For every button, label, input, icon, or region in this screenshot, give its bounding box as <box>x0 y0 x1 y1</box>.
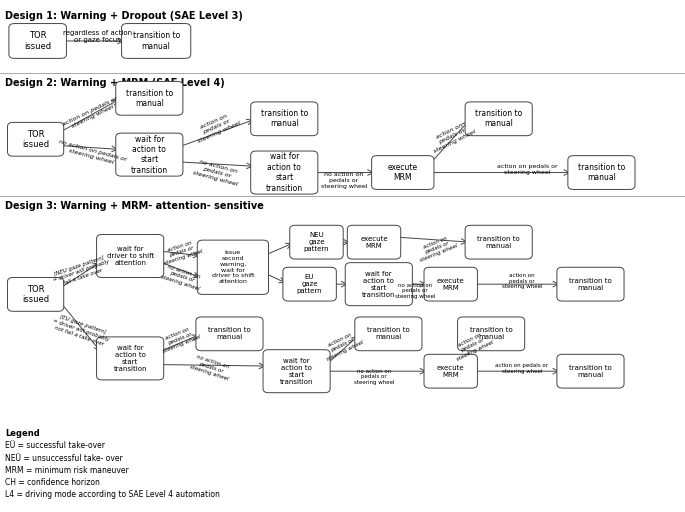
Text: CH = confidence horizon: CH = confidence horizon <box>5 478 101 487</box>
FancyBboxPatch shape <box>251 102 318 136</box>
FancyBboxPatch shape <box>97 234 164 278</box>
FancyBboxPatch shape <box>196 317 263 351</box>
Text: TOR
issued: TOR issued <box>22 130 49 149</box>
FancyBboxPatch shape <box>263 350 330 393</box>
FancyBboxPatch shape <box>116 133 183 176</box>
Text: wait for
action to
start
transition: wait for action to start transition <box>266 153 303 193</box>
Text: transition to
manual: transition to manual <box>569 365 612 378</box>
Text: action on pedals or
steering wheel: action on pedals or steering wheel <box>497 164 558 175</box>
FancyBboxPatch shape <box>9 24 66 58</box>
Text: transition to
manual: transition to manual <box>470 327 512 340</box>
FancyBboxPatch shape <box>355 317 422 351</box>
FancyBboxPatch shape <box>557 354 624 388</box>
Text: transition to
manual: transition to manual <box>261 109 308 129</box>
FancyBboxPatch shape <box>557 267 624 301</box>
Text: action on
pedals or
steering wheel: action on pedals or steering wheel <box>192 110 241 144</box>
Text: action on
pedals or
steering wheel: action on pedals or steering wheel <box>158 324 201 354</box>
Text: transition to
manual: transition to manual <box>569 278 612 291</box>
Text: NEU
gaze
pattern: NEU gaze pattern <box>303 232 329 252</box>
Text: action on
pedals or
steering wheel: action on pedals or steering wheel <box>451 329 495 362</box>
Text: TOR
issued: TOR issued <box>24 31 51 51</box>
Text: MRM = minimum risk maneuver: MRM = minimum risk maneuver <box>5 466 129 475</box>
Text: Design 2: Warning + MRM (SAE Level 4): Design 2: Warning + MRM (SAE Level 4) <box>5 78 225 88</box>
FancyBboxPatch shape <box>251 151 318 194</box>
Text: action on
pedals or
steering wheel: action on pedals or steering wheel <box>501 273 543 289</box>
Text: wait for
action to
start
transition: wait for action to start transition <box>280 358 313 385</box>
FancyBboxPatch shape <box>371 156 434 189</box>
Text: wait for
driver to shift
attention: wait for driver to shift attention <box>107 246 153 266</box>
Text: regardless of action
or gaze focus: regardless of action or gaze focus <box>63 30 132 44</box>
Text: no action on
pedals or
steering wheel: no action on pedals or steering wheel <box>189 353 233 381</box>
Text: TOR
issued: TOR issued <box>22 285 49 304</box>
Text: no action on pedals or
steering wheel: no action on pedals or steering wheel <box>56 139 127 168</box>
Text: Design 1: Warning + Dropout (SAE Level 3): Design 1: Warning + Dropout (SAE Level 3… <box>5 11 243 22</box>
Text: execute
MRM: execute MRM <box>360 236 388 249</box>
Text: wait for
action to
start
transition: wait for action to start transition <box>362 271 395 297</box>
FancyBboxPatch shape <box>424 354 477 388</box>
Text: execute
MRM: execute MRM <box>388 163 418 182</box>
Text: no action on
pedals or
steering wheel: no action on pedals or steering wheel <box>160 263 203 291</box>
Text: no action on
pedals or
steering wheel: no action on pedals or steering wheel <box>321 172 367 188</box>
Text: execute
MRM: execute MRM <box>437 278 464 291</box>
Text: action on
pedals or
steering wheel: action on pedals or steering wheel <box>427 119 477 154</box>
FancyBboxPatch shape <box>465 102 532 136</box>
FancyBboxPatch shape <box>465 225 532 259</box>
FancyBboxPatch shape <box>290 225 343 259</box>
Text: no action on
pedals or
steering wheel: no action on pedals or steering wheel <box>353 369 395 385</box>
Text: transition to
manual: transition to manual <box>578 163 625 182</box>
Text: no action on
pedals or
steering wheel: no action on pedals or steering wheel <box>395 283 436 299</box>
FancyBboxPatch shape <box>121 24 190 58</box>
Text: execute
MRM: execute MRM <box>437 365 464 378</box>
Text: Legend: Legend <box>5 429 40 438</box>
Text: action on
pedals or
steering wheel: action on pedals or steering wheel <box>321 329 364 362</box>
FancyBboxPatch shape <box>8 122 64 156</box>
FancyBboxPatch shape <box>197 240 269 294</box>
Text: NEÜ = unsuccessful take- over: NEÜ = unsuccessful take- over <box>5 454 123 463</box>
FancyBboxPatch shape <box>116 81 183 115</box>
FancyBboxPatch shape <box>347 225 401 259</box>
Text: [NEU gaze pattern]
= driver will probably
fail a take over: [NEU gaze pattern] = driver will probabl… <box>50 254 112 289</box>
Text: Design 3: Warning + MRM- attention- sensitive: Design 3: Warning + MRM- attention- sens… <box>5 201 264 211</box>
Text: action on pedals or
steering wheel: action on pedals or steering wheel <box>495 363 549 374</box>
Text: transition to
manual: transition to manual <box>133 31 179 51</box>
FancyBboxPatch shape <box>345 263 412 306</box>
Text: wait for
action to
start
transition: wait for action to start transition <box>114 345 147 372</box>
FancyBboxPatch shape <box>424 267 477 301</box>
Text: no action on
pedals or
steering wheel: no action on pedals or steering wheel <box>192 159 241 186</box>
Text: transition to
manual: transition to manual <box>367 327 410 340</box>
FancyBboxPatch shape <box>97 337 164 380</box>
Text: action on
pedals or
steering wheel: action on pedals or steering wheel <box>160 238 203 266</box>
Text: wait for
action to
start
transition: wait for action to start transition <box>131 135 168 175</box>
FancyBboxPatch shape <box>283 267 336 301</box>
FancyBboxPatch shape <box>458 317 525 351</box>
Text: issue
second
warning,
wait for
driver to shift
attention: issue second warning, wait for driver to… <box>212 250 254 284</box>
Text: transition to
manual: transition to manual <box>477 236 520 249</box>
Text: action on
pedals or
steering wheel: action on pedals or steering wheel <box>415 232 459 263</box>
Text: EÜ = successful take-over: EÜ = successful take-over <box>5 441 105 451</box>
Text: EU
gaze
pattern: EU gaze pattern <box>297 274 323 294</box>
FancyBboxPatch shape <box>568 156 635 189</box>
Text: action on pedals or
steering wheel: action on pedals or steering wheel <box>62 96 121 132</box>
FancyBboxPatch shape <box>8 278 64 311</box>
Text: L4 = driving mode according to SAE Level 4 automation: L4 = driving mode according to SAE Level… <box>5 490 221 500</box>
Text: transition to
manual: transition to manual <box>126 89 173 108</box>
Text: transition to
manual: transition to manual <box>208 327 251 340</box>
Text: transition to
manual: transition to manual <box>475 109 522 129</box>
Text: [EU gaze pattern]
= driver will probably
not fail a take over: [EU gaze pattern] = driver will probably… <box>50 313 112 348</box>
